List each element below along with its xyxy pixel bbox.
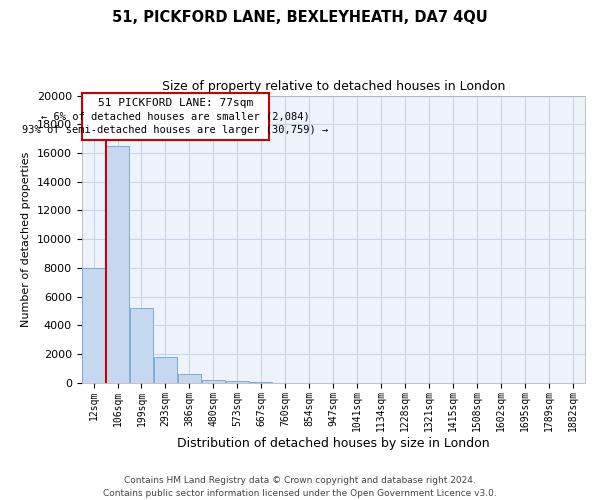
Bar — [226, 381, 248, 382]
Bar — [154, 357, 176, 382]
Text: 93% of semi-detached houses are larger (30,759) →: 93% of semi-detached houses are larger (… — [22, 124, 328, 134]
Text: Contains HM Land Registry data © Crown copyright and database right 2024.
Contai: Contains HM Land Registry data © Crown c… — [103, 476, 497, 498]
Text: ← 6% of detached houses are smaller (2,084): ← 6% of detached houses are smaller (2,0… — [41, 112, 310, 122]
Bar — [82, 92, 269, 140]
Bar — [178, 374, 200, 382]
Title: Size of property relative to detached houses in London: Size of property relative to detached ho… — [161, 80, 505, 93]
Text: 51 PICKFORD LANE: 77sqm: 51 PICKFORD LANE: 77sqm — [98, 98, 253, 108]
Text: 51, PICKFORD LANE, BEXLEYHEATH, DA7 4QU: 51, PICKFORD LANE, BEXLEYHEATH, DA7 4QU — [112, 10, 488, 25]
Bar — [130, 308, 152, 382]
Bar — [106, 146, 128, 382]
Y-axis label: Number of detached properties: Number of detached properties — [21, 152, 31, 327]
Bar — [82, 268, 104, 382]
X-axis label: Distribution of detached houses by size in London: Distribution of detached houses by size … — [177, 437, 490, 450]
Bar — [202, 380, 224, 382]
